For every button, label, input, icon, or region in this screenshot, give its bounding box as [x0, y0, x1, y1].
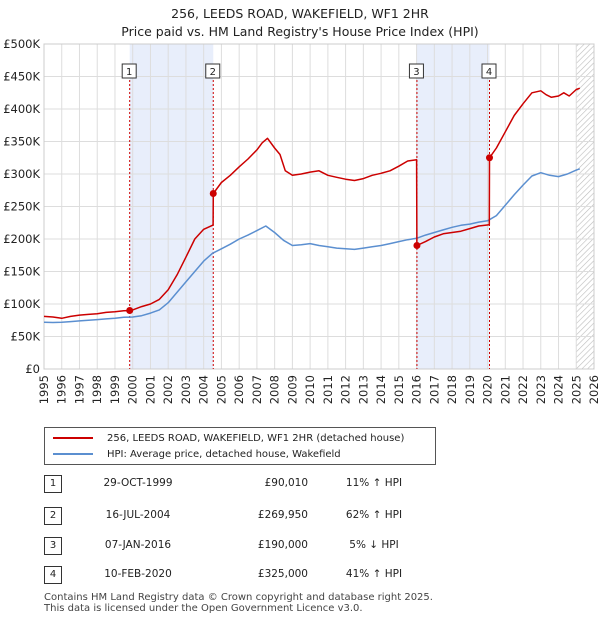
property-price-line: [43, 87, 581, 320]
sale-date: 29-OCT-1999: [103, 477, 173, 489]
table-row: 3 07-JAN-2016 £190,000 5% ↓ HPI: [44, 537, 444, 555]
sale-point: [126, 306, 134, 314]
y-tick-label: £0: [25, 362, 40, 376]
legend-label-hpi: HPI: Average price, detached house, Wake…: [107, 448, 341, 460]
sale-hpi-change: 62% ↑ HPI: [345, 509, 403, 521]
footer-copyright: Contains HM Land Registry data © Crown c…: [44, 592, 433, 603]
x-tick-label: 2001: [143, 375, 157, 404]
x-tick-label: 2012: [339, 375, 353, 404]
table-row: 4 10-FEB-2020 £325,000 41% ↑ HPI: [44, 566, 444, 584]
sale-label: 2: [210, 67, 216, 78]
footer-licence: This data is licensed under the Open Gov…: [44, 603, 363, 614]
legend-label-property: 256, LEEDS ROAD, WAKEFIELD, WF1 2HR (det…: [107, 432, 405, 444]
x-tick-label: 2018: [445, 375, 459, 404]
hpi-line: [43, 168, 581, 324]
sale-label-box: [121, 63, 137, 79]
sale-point: [209, 190, 217, 198]
y-tick-label: £100K: [3, 297, 40, 311]
price-chart: £0 £50K £100K £150K £200K £250K £300K £350K £400…: [3, 37, 600, 404]
legend-item-property: 256, LEEDS ROAD, WAKEFIELD, WF1 2HR (det…: [53, 431, 404, 445]
y-tick-label: £200K: [3, 232, 40, 246]
legend: 256, LEEDS ROAD, WAKEFIELD, WF1 2HR (det…: [44, 427, 436, 465]
x-tick-label: 2000: [126, 375, 140, 404]
x-tick-label: 1999: [108, 375, 122, 404]
x-tick-label: 2021: [498, 375, 512, 404]
legend-swatch-property: [53, 437, 93, 439]
y-tick-label: £500K: [3, 37, 40, 51]
sale-label: 3: [413, 67, 419, 78]
y-tick-label: £150K: [3, 265, 40, 279]
sale-label: 4: [486, 67, 492, 78]
x-tick-label: 2006: [232, 375, 246, 404]
x-tick-label: 1997: [72, 375, 86, 404]
x-tick-label: 2003: [179, 375, 193, 404]
x-tick-label: 2005: [214, 375, 228, 404]
x-tick-label: 2002: [161, 375, 175, 404]
table-row: 1 29-OCT-1999 £90,010 11% ↑ HPI: [44, 475, 444, 493]
x-tick-label: 2017: [427, 375, 441, 404]
sale-number-badge: 2: [44, 507, 62, 525]
y-tick-label: £300K: [3, 167, 40, 181]
x-tick-label: 2008: [268, 375, 282, 404]
sale-price: £269,950: [257, 509, 308, 521]
x-tick-label: 2019: [463, 375, 477, 404]
x-tick-label: 2010: [303, 375, 317, 404]
x-tick-label: 2022: [516, 375, 530, 404]
sale-hpi-change: 5% ↓ HPI: [349, 539, 399, 551]
sale-number-badge: 4: [44, 566, 62, 584]
plot-frame: [43, 43, 595, 370]
x-tick-label: 2023: [534, 375, 548, 404]
sale-number-badge: 3: [44, 537, 62, 555]
x-tick-label: 1995: [37, 375, 51, 404]
x-tick-label: 2020: [481, 375, 495, 404]
y-tick-label: £400K: [3, 102, 40, 116]
x-tick-label: 2014: [374, 375, 388, 404]
sale-label-box: [205, 63, 221, 79]
x-tick-label: 2026: [587, 375, 600, 404]
y-tick-label: £350K: [3, 135, 40, 149]
chart-subtitle: Price paid vs. HM Land Registry's House …: [121, 24, 479, 39]
sale-point: [413, 242, 421, 249]
sale-date: 10-FEB-2020: [104, 568, 172, 580]
footer: Contains HM Land Registry data © Crown c…: [44, 592, 433, 614]
x-tick-label: 2016: [410, 375, 424, 404]
x-tick-label: 2013: [356, 375, 370, 404]
sale-price: £190,000: [257, 539, 308, 551]
y-tick-label: £450K: [3, 70, 40, 84]
sale-hpi-change: 11% ↑ HPI: [345, 477, 403, 489]
legend-swatch-hpi: [53, 453, 93, 455]
sale-label-box: [408, 63, 424, 79]
y-tick-label: £50K: [11, 330, 41, 344]
sale-point: [486, 154, 493, 162]
x-tick-label: 1998: [90, 375, 104, 404]
x-tick-label: 2024: [552, 375, 566, 404]
sale-number-badge: 1: [44, 475, 62, 493]
chart-title: 256, LEEDS ROAD, WAKEFIELD, WF1 2HR: [171, 6, 429, 21]
sale-price: £90,010: [264, 477, 308, 489]
chart-area: £0 £50K £100K £150K £200K £250K £300K £350K £400…: [3, 37, 600, 404]
x-tick-label: 2004: [197, 375, 211, 404]
x-tick-label: 2011: [321, 375, 335, 404]
x-tick-label: 2015: [392, 375, 406, 404]
table-row: 2 16-JUL-2004 £269,950 62% ↑ HPI: [44, 507, 444, 525]
x-tick-label: 2025: [569, 375, 583, 404]
sale-price: £325,000: [257, 568, 308, 580]
sale-hpi-change: 41% ↑ HPI: [345, 568, 403, 580]
y-tick-label: £250K: [3, 200, 40, 214]
sale-label: 1: [126, 67, 132, 78]
x-tick-label: 1996: [55, 375, 69, 404]
sale-date: 16-JUL-2004: [105, 509, 171, 521]
x-tick-label: 2009: [285, 375, 299, 404]
x-tick-label: 2007: [250, 375, 264, 404]
sale-date: 07-JAN-2016: [104, 539, 172, 551]
sale-label-box: [481, 63, 497, 79]
legend-item-hpi: HPI: Average price, detached house, Wake…: [53, 447, 341, 461]
